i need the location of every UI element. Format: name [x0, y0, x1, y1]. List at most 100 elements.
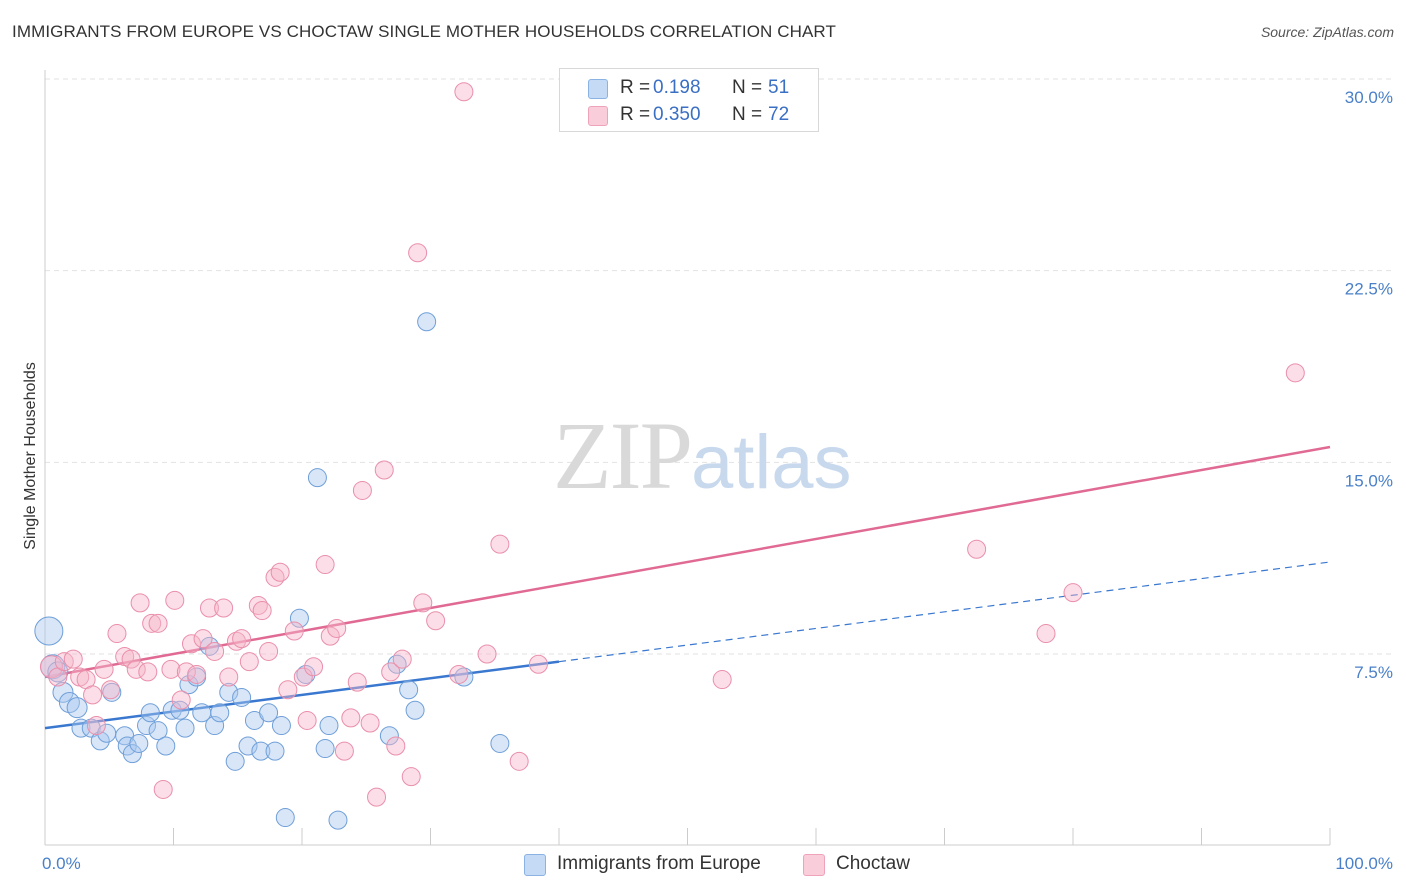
point-choctaw-28	[214, 598, 234, 618]
point-choctaw-8	[94, 659, 114, 679]
y-tick-label-0: 7.5%	[1354, 663, 1393, 682]
point-choctaw-14	[130, 593, 150, 613]
legend-n-label: N =	[732, 104, 763, 125]
point-choctaw-65	[528, 654, 548, 674]
point-europe-43	[328, 810, 348, 830]
point-europe-14	[129, 733, 149, 753]
point-choctaw-61	[454, 82, 474, 102]
trend-line-europe	[44, 660, 560, 730]
point-europe-41	[315, 739, 335, 759]
point-choctaw-53	[381, 662, 401, 682]
point-europe-31	[238, 736, 258, 756]
watermark-zip: ZIP	[553, 402, 693, 509]
watermark-atlas: atlas	[691, 420, 852, 505]
point-europe-30	[232, 687, 252, 707]
point-choctaw-69	[1063, 583, 1083, 603]
point-europe-38	[289, 608, 309, 628]
trend-line-choctaw	[44, 445, 1331, 679]
legend-row-europe: R = 0.198 N = 51	[560, 75, 818, 101]
trend-line-europe-extension	[558, 561, 1331, 663]
legend-n-value: 72	[768, 104, 790, 125]
point-choctaw-62	[477, 644, 497, 664]
point-europe-50	[490, 733, 510, 753]
point-europe-29	[225, 751, 245, 771]
point-choctaw-29	[219, 667, 239, 687]
point-choctaw-26	[199, 598, 219, 618]
point-europe-49	[454, 667, 474, 687]
point-choctaw-35	[259, 641, 279, 661]
point-choctaw-12	[121, 649, 141, 669]
point-europe-20	[170, 700, 190, 720]
legend-swatch-choctaw	[803, 854, 825, 876]
x-tick-label-0: 0.0%	[42, 854, 81, 873]
point-choctaw-51	[367, 787, 387, 807]
point-choctaw-33	[248, 595, 268, 615]
point-choctaw-46	[334, 741, 354, 761]
point-choctaw-70	[1285, 363, 1305, 383]
point-choctaw-36	[265, 567, 285, 587]
point-choctaw-63	[490, 534, 510, 554]
axes	[44, 70, 1331, 846]
point-choctaw-54	[386, 736, 406, 756]
trend-lines	[44, 445, 1331, 730]
point-choctaw-55	[392, 649, 412, 669]
point-choctaw-10	[107, 624, 127, 644]
point-europe-46	[399, 680, 419, 700]
point-choctaw-37	[270, 562, 290, 582]
point-choctaw-67	[967, 539, 987, 559]
y-tick-label-1: 15.0%	[1345, 471, 1393, 490]
point-europe-0	[34, 616, 64, 646]
point-europe-21	[175, 718, 195, 738]
point-choctaw-56	[401, 767, 421, 787]
point-choctaw-19	[161, 659, 181, 679]
point-europe-35	[265, 741, 285, 761]
point-europe-3	[52, 681, 74, 703]
point-choctaw-31	[232, 629, 252, 649]
point-choctaw-47	[341, 708, 361, 728]
stats-legend: R = 0.198 N = 51 R = 0.350 N = 72	[559, 68, 819, 132]
point-europe-34	[259, 703, 279, 723]
point-choctaw-18	[153, 779, 173, 799]
point-choctaw-48	[347, 672, 367, 692]
point-europe-40	[307, 468, 327, 488]
legend-r-label: R =	[620, 77, 651, 98]
tick-labels: 7.5% 15.0% 22.5% 30.0% 0.0% 100.0%	[42, 88, 1393, 873]
point-europe-42	[319, 716, 339, 736]
legend-swatch-choctaw	[588, 106, 608, 126]
point-choctaw-41	[297, 710, 317, 730]
point-choctaw-13	[126, 659, 146, 679]
point-choctaw-50	[360, 713, 380, 733]
point-choctaw-15	[138, 662, 158, 682]
point-choctaw-20	[165, 590, 185, 610]
point-europe-26	[205, 716, 225, 736]
point-europe-22	[179, 675, 199, 695]
point-europe-8	[90, 731, 110, 751]
point-choctaw-23	[181, 634, 201, 654]
point-choctaw-17	[148, 613, 168, 633]
point-choctaw-7	[86, 716, 106, 736]
point-europe-39	[296, 664, 316, 684]
point-europe-27	[210, 703, 230, 723]
legend-r-label: R =	[620, 104, 651, 125]
point-choctaw-44	[320, 626, 340, 646]
chart-title: IMMIGRANTS FROM EUROPE VS CHOCTAW SINGLE…	[12, 22, 836, 41]
point-choctaw-32	[239, 652, 259, 672]
point-europe-5	[66, 697, 88, 719]
legend-swatch-europe	[524, 854, 546, 876]
point-choctaw-39	[284, 621, 304, 641]
point-europe-28	[219, 682, 239, 702]
point-choctaw-25	[193, 629, 213, 649]
y-axis-title: Single Mother Households	[22, 362, 39, 550]
point-choctaw-34	[252, 601, 272, 621]
point-europe-33	[251, 741, 271, 761]
legend-row-choctaw: R = 0.350 N = 72	[560, 102, 818, 128]
point-choctaw-0	[39, 655, 63, 679]
point-choctaw-58	[413, 593, 433, 613]
x-tick-label-1: 100.0%	[1335, 854, 1393, 873]
point-choctaw-64	[509, 751, 529, 771]
y-tick-label-3: 30.0%	[1345, 88, 1393, 107]
point-choctaw-57	[408, 243, 428, 263]
point-choctaw-66	[712, 670, 732, 690]
point-choctaw-3	[63, 649, 83, 669]
point-choctaw-45	[327, 618, 347, 638]
